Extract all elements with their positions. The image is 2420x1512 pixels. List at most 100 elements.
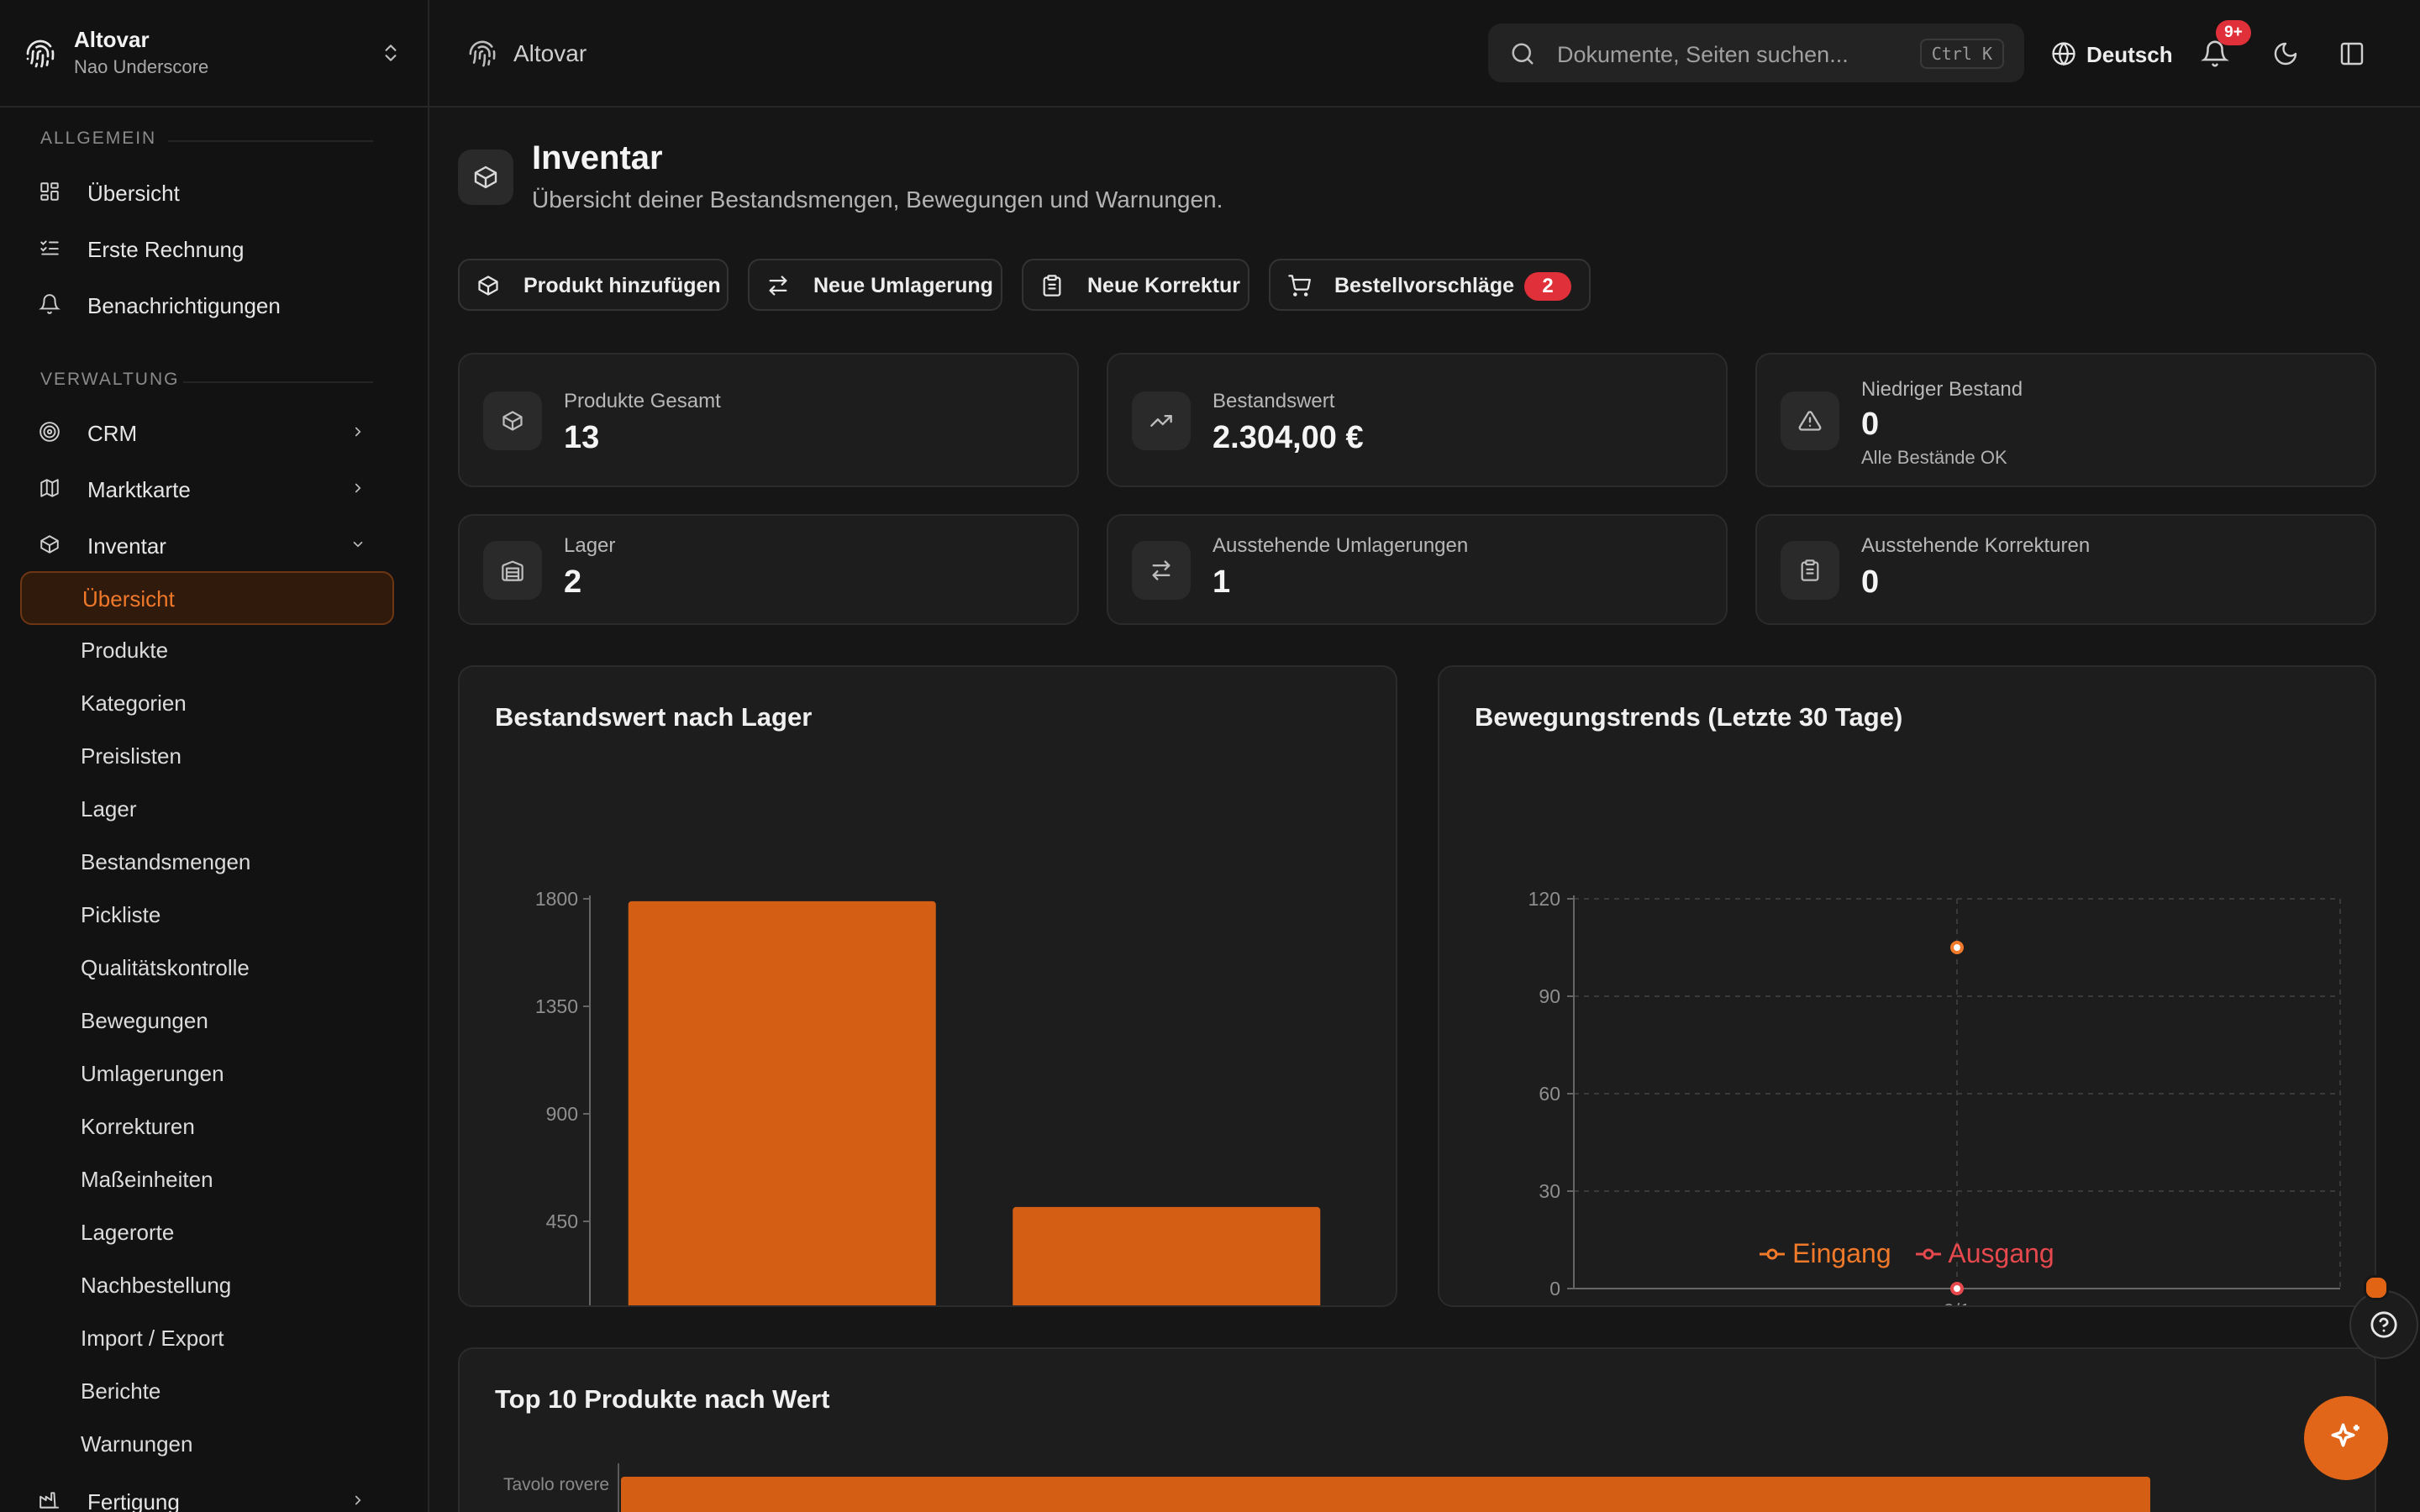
sidebar-subitem-overview[interactable]: Übersicht [20, 571, 394, 625]
sidebar-item-label: CRM [87, 421, 138, 446]
sidebar-item-notifications[interactable]: Benachrichtigungen [20, 281, 394, 328]
button-label: Neue Korrektur [1087, 274, 1240, 297]
stat-icon-box [1781, 541, 1839, 600]
ai-assistant-button[interactable] [2304, 1396, 2388, 1480]
page-icon [458, 150, 513, 205]
sidebar-subitem-label: Produkte [81, 638, 169, 663]
sidebar-subitem-alerts[interactable]: Warnungen [20, 1418, 392, 1470]
search-placeholder: Dokumente, Seiten suchen... [1557, 42, 1849, 67]
data-point-outgoing[interactable] [1950, 1282, 1964, 1295]
sidebar-item-crm[interactable]: CRM [20, 408, 394, 455]
sidebar-subitem-label: Qualitätskontrolle [81, 955, 250, 980]
stat-card-warehouses: Lager 2 [458, 514, 1079, 625]
sidebar-subitem-label: Umlagerungen [81, 1061, 224, 1086]
language-label: Deutsch [2086, 42, 2173, 67]
sidebar-item-label: Marktkarte [87, 477, 191, 502]
sidebar-subitem-stock-levels[interactable]: Bestandsmengen [20, 836, 392, 888]
legend-item-incoming[interactable]: Eingang [1760, 1238, 1891, 1269]
bar-top-product[interactable] [621, 1477, 2150, 1512]
sidebar-item-market-map[interactable]: Marktkarte [20, 465, 394, 512]
sidebar-subitem-label: Pickliste [81, 902, 161, 927]
sidebar-item-overview[interactable]: Übersicht [20, 168, 394, 215]
package-icon [502, 411, 523, 431]
new-correction-button[interactable]: Neue Korrektur [1022, 259, 1249, 311]
sidebar-subitem-label: Import / Export [81, 1326, 224, 1351]
stat-label: Ausstehende Korrekturen [1861, 534, 2091, 557]
org-name: Altovar [74, 27, 150, 52]
sidebar-subitem-label: Lagerorte [81, 1220, 175, 1245]
search-icon [1512, 43, 1534, 65]
globe-icon [2052, 42, 2075, 66]
search-input[interactable]: Dokumente, Seiten suchen... Ctrl K [1488, 24, 2024, 82]
sidebar-subitem-reorder[interactable]: Nachbestellung [20, 1259, 392, 1311]
add-product-button[interactable]: Produkt hinzufügen [458, 259, 729, 311]
stat-value: 13 [564, 420, 600, 455]
notifications-bell-icon[interactable] [2201, 39, 2229, 69]
sidebar-subitem-units[interactable]: Maßeinheiten [20, 1153, 392, 1205]
topbar: Altovar Dokumente, Seiten suchen... Ctrl… [429, 0, 2420, 108]
sidebar-subitem-quality-control[interactable]: Qualitätskontrolle [20, 942, 392, 994]
stat-icon-box [483, 541, 542, 600]
sidebar-toggle-icon[interactable] [2338, 40, 2365, 67]
order-suggestions-button[interactable]: Bestellvorschläge 2 [1269, 259, 1591, 311]
sidebar-item-label: Benachrichtigungen [87, 293, 281, 318]
legend-line-icon [1915, 1248, 1941, 1260]
stat-label: Niedriger Bestand [1861, 378, 2023, 401]
help-button[interactable] [2349, 1290, 2418, 1359]
bar[interactable] [628, 900, 936, 1305]
target-icon [39, 422, 60, 442]
line-chart: 0 30 60 90 120 9/1 [1528, 888, 2341, 1305]
factory-icon [39, 1492, 59, 1509]
bell-icon [39, 294, 60, 314]
sidebar-subitem-label: Lager [81, 796, 137, 822]
sidebar-subitem-label: Warnungen [81, 1431, 193, 1457]
sidebar-subitem-products[interactable]: Produkte [20, 624, 392, 676]
clipboard-list-icon [1801, 559, 1819, 581]
arrows-left-right-icon [1152, 560, 1171, 580]
x-tick-label: 9/1 [1944, 1299, 1970, 1305]
stat-label: Lager [564, 534, 616, 557]
org-switcher[interactable]: Altovar Nao Underscore [0, 0, 428, 108]
sidebar-subitem-reports[interactable]: Berichte [20, 1365, 392, 1417]
warehouse-icon [502, 560, 523, 581]
chevron-right-icon [355, 1495, 361, 1505]
stat-value: 0 [1861, 564, 1880, 600]
sidebar-subitem-transfers[interactable]: Umlagerungen [20, 1047, 392, 1100]
moon-icon[interactable] [2272, 40, 2299, 67]
page-title: Inventar [532, 139, 663, 176]
sidebar-subitem-label: Berichte [81, 1378, 161, 1404]
sidebar-item-first-invoice[interactable]: Erste Rechnung [20, 224, 394, 271]
y-tick-label: 0 [1549, 1278, 1560, 1299]
trending-up-icon [1150, 415, 1172, 427]
new-transfer-button[interactable]: Neue Umlagerung [748, 259, 1002, 311]
data-point-incoming[interactable] [1950, 941, 1964, 954]
sidebar-subitem-label: Maßeinheiten [81, 1167, 213, 1192]
legend-item-outgoing[interactable]: Ausgang [1915, 1238, 2054, 1269]
app-title: Altovar [513, 40, 587, 66]
sidebar-subitem-label: Bewegungen [81, 1008, 208, 1033]
chart-title: Bestandswert nach Lager [495, 702, 813, 732]
package-icon [478, 276, 498, 296]
fingerprint-icon [469, 40, 496, 67]
sidebar-subitem-import-export[interactable]: Import / Export [20, 1312, 392, 1364]
chart-title: Top 10 Produkte nach Wert [495, 1384, 830, 1414]
sidebar-item-manufacturing[interactable]: Fertigung [20, 1477, 394, 1512]
sidebar-item-inventory[interactable]: Inventar [20, 521, 394, 568]
button-label: Neue Umlagerung [813, 274, 993, 297]
sidebar-subitem-price-lists[interactable]: Preislisten [20, 730, 392, 782]
sidebar-subitem-picklist[interactable]: Pickliste [20, 889, 392, 941]
chart-card-top-products: Top 10 Produkte nach Wert Tavolo rovere [458, 1347, 2376, 1512]
sidebar-item-label: Inventar [87, 533, 166, 559]
stat-card-pending-transfers: Ausstehende Umlagerungen 1 [1107, 514, 1728, 625]
sidebar-subitem-warehouses[interactable]: Lager [20, 783, 392, 835]
y-tick-label: 30 [1539, 1180, 1560, 1202]
chart-title: Bewegungstrends (Letzte 30 Tage) [1475, 702, 1903, 732]
sidebar-subitem-movements[interactable]: Bewegungen [20, 995, 392, 1047]
arrows-left-right-icon [769, 276, 787, 296]
sidebar-subitem-corrections[interactable]: Korrekturen [20, 1100, 392, 1152]
fingerprint-icon [26, 39, 55, 68]
sidebar-subitem-categories[interactable]: Kategorien [20, 677, 392, 729]
bar[interactable] [1013, 1206, 1321, 1305]
sidebar-subitem-locations[interactable]: Lagerorte [20, 1206, 392, 1258]
stat-value: 2.304,00 € [1213, 420, 1364, 455]
